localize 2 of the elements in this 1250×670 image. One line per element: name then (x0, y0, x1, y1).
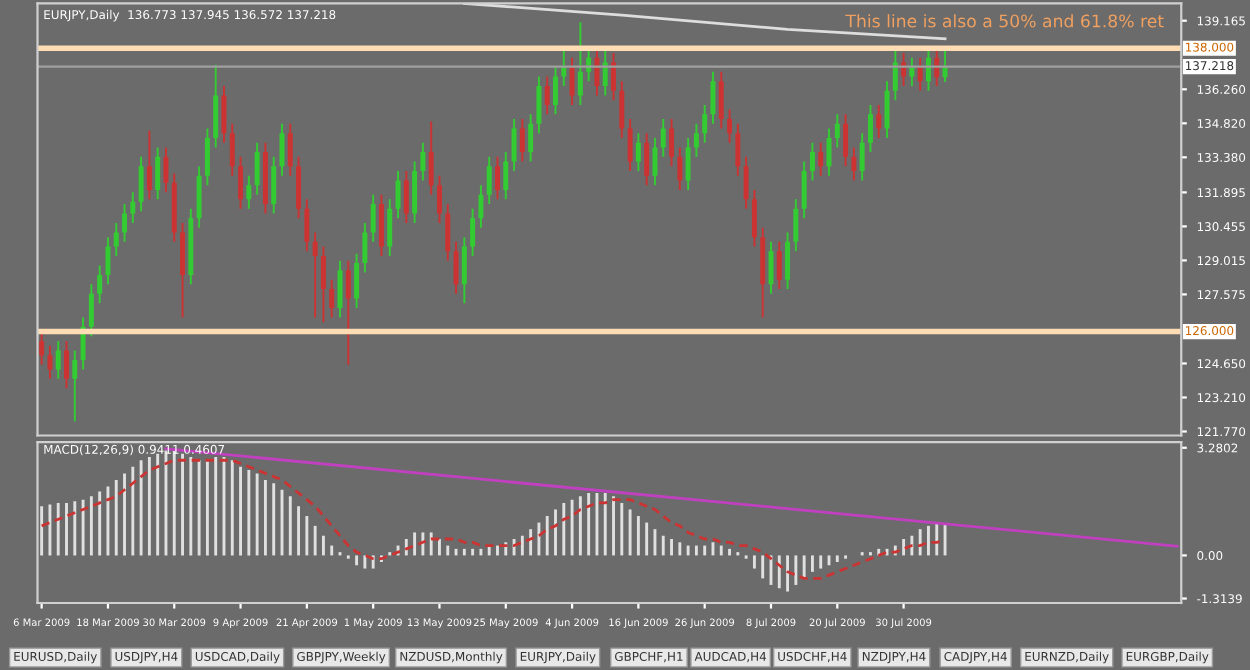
annotation: This line is also a 50% and 61.8% ret (845, 14, 1164, 28)
line-series (462, 3, 947, 41)
